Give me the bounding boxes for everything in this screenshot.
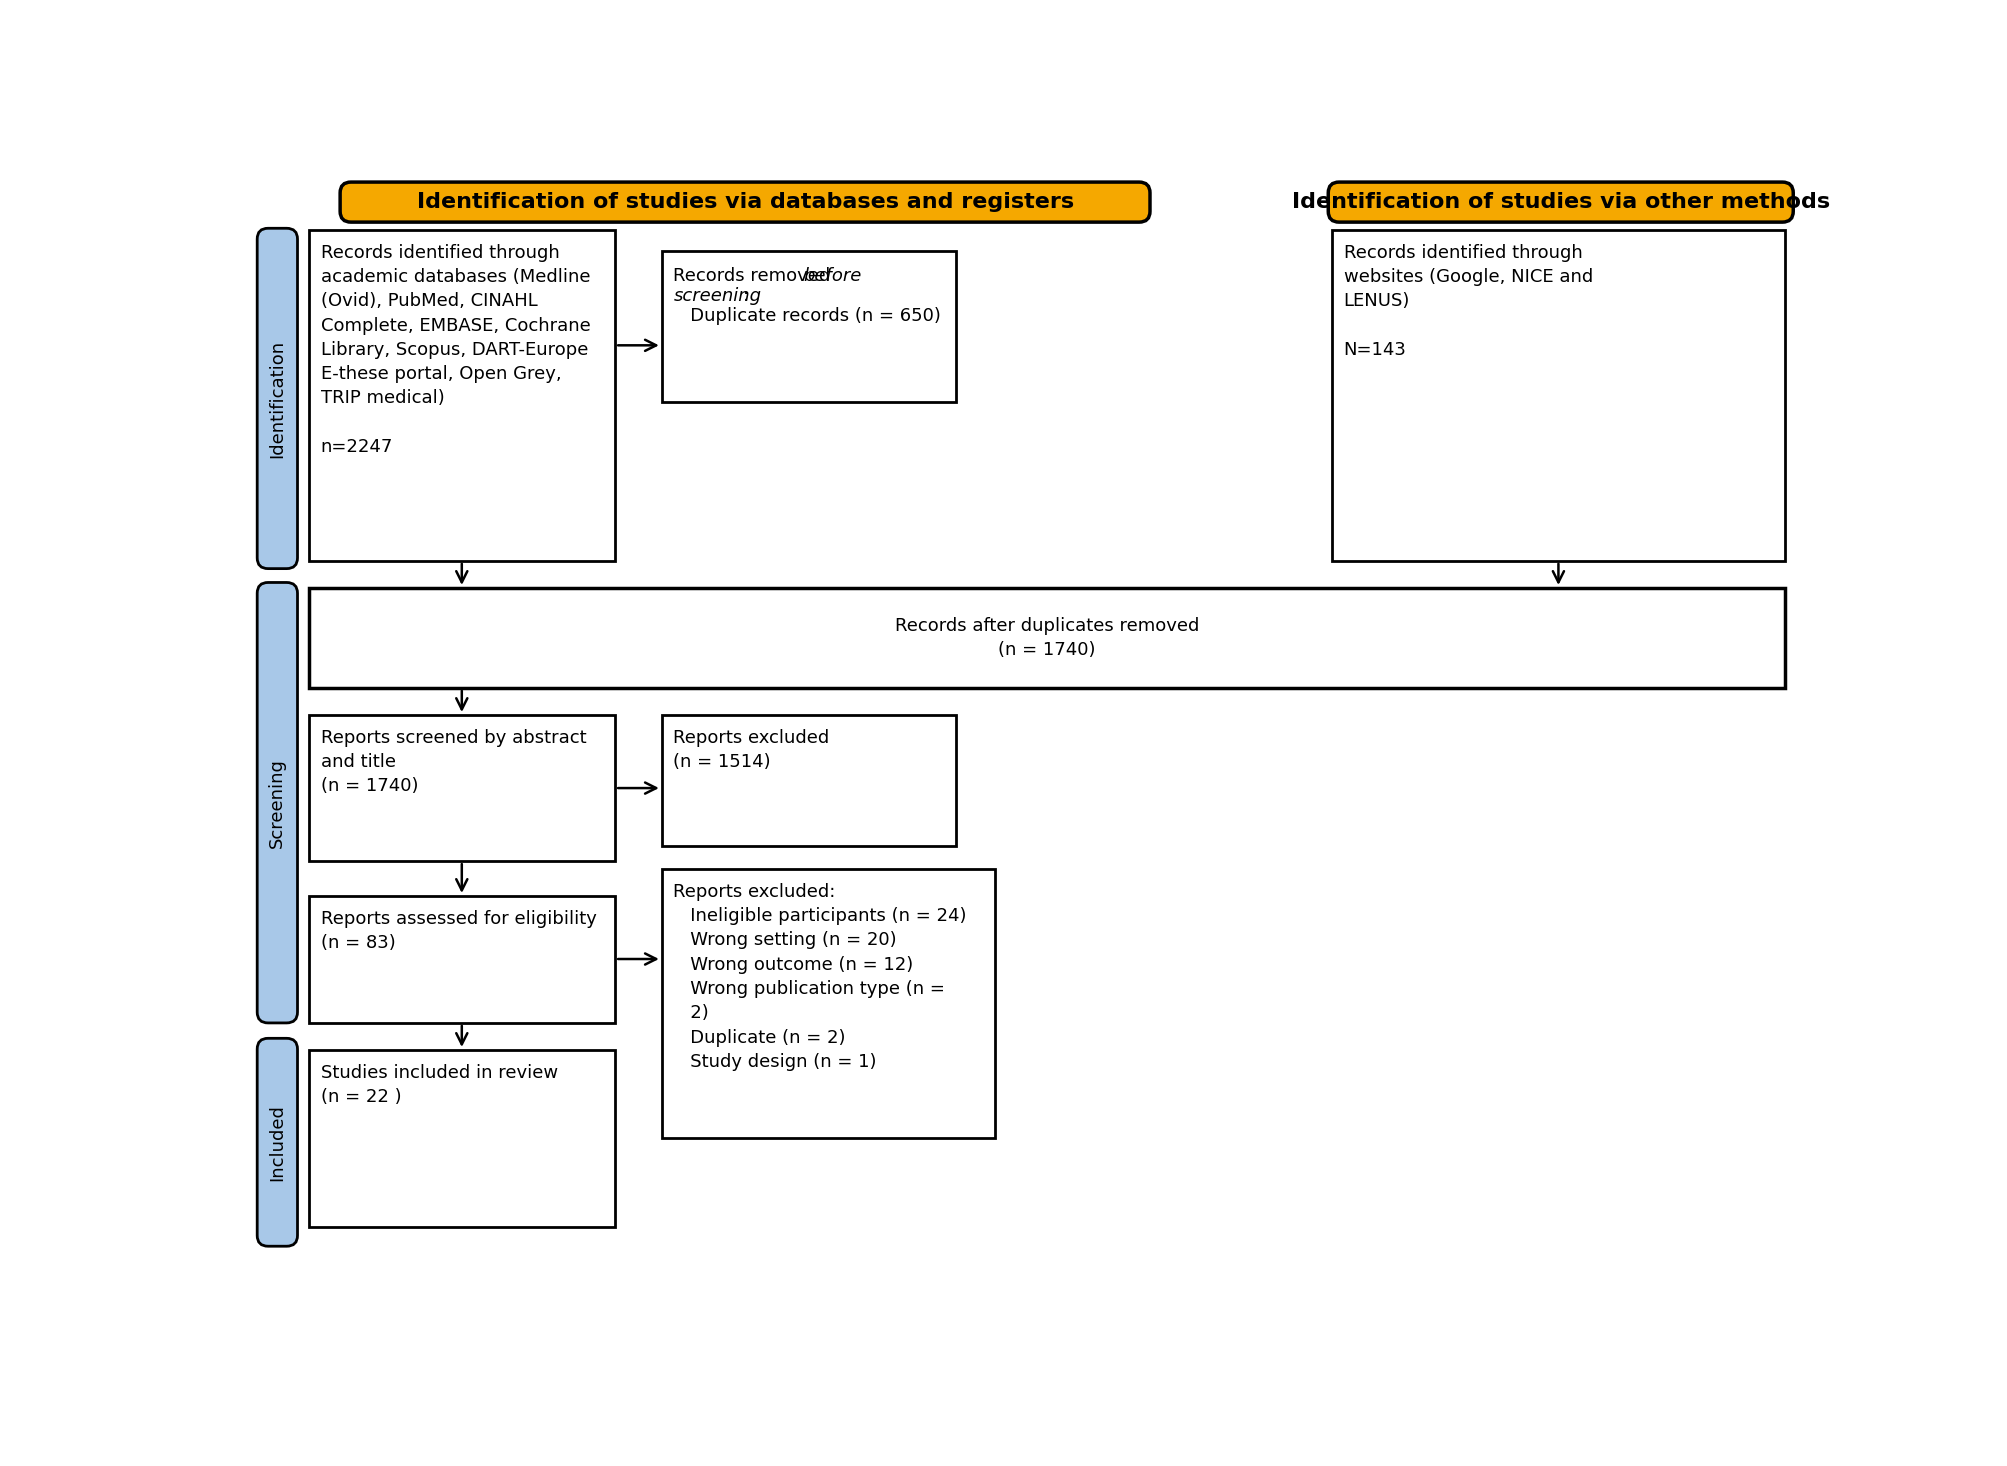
Text: Reports screened by abstract
and title
(n = 1740): Reports screened by abstract and title (… [321, 729, 586, 796]
Text: Duplicate records (n = 650): Duplicate records (n = 650) [672, 306, 941, 325]
Text: Reports excluded
(n = 1514): Reports excluded (n = 1514) [672, 729, 829, 771]
FancyBboxPatch shape [257, 582, 297, 1023]
Bar [1331, 230, 1784, 561]
Text: Screening: Screening [269, 758, 287, 847]
Text: Records identified through
academic databases (Medline
(Ovid), PubMed, CINAHL
Co: Records identified through academic data… [321, 243, 590, 456]
Text: Included: Included [269, 1104, 287, 1180]
Bar [309, 230, 614, 561]
Bar [309, 896, 614, 1023]
Bar [309, 715, 614, 861]
Bar [662, 869, 995, 1139]
Bar [662, 715, 955, 846]
Text: Identification of studies via other methods: Identification of studies via other meth… [1291, 192, 1828, 213]
Bar [309, 1050, 614, 1227]
Text: Reports excluded:
   Ineligible participants (n = 24)
   Wrong setting (n = 20)
: Reports excluded: Ineligible participant… [672, 883, 967, 1070]
Text: before: before [803, 267, 861, 284]
Text: Records identified through
websites (Google, NICE and
LENUS)

N=143: Records identified through websites (Goo… [1343, 243, 1592, 359]
FancyBboxPatch shape [339, 182, 1150, 223]
Bar [309, 588, 1784, 688]
Text: Identification of studies via databases and registers: Identification of studies via databases … [417, 192, 1074, 213]
Text: :: : [743, 287, 749, 305]
Text: Records after duplicates removed
(n = 1740): Records after duplicates removed (n = 17… [895, 617, 1198, 660]
Text: Records removed: Records removed [672, 267, 837, 284]
Bar [662, 251, 955, 402]
Text: Studies included in review
(n = 22 ): Studies included in review (n = 22 ) [321, 1064, 558, 1105]
FancyBboxPatch shape [257, 1038, 297, 1246]
FancyBboxPatch shape [257, 229, 297, 569]
Text: Identification: Identification [269, 340, 287, 457]
FancyBboxPatch shape [1327, 182, 1792, 223]
Text: screening: screening [672, 287, 761, 305]
Text: Reports assessed for eligibility
(n = 83): Reports assessed for eligibility (n = 83… [321, 910, 596, 951]
